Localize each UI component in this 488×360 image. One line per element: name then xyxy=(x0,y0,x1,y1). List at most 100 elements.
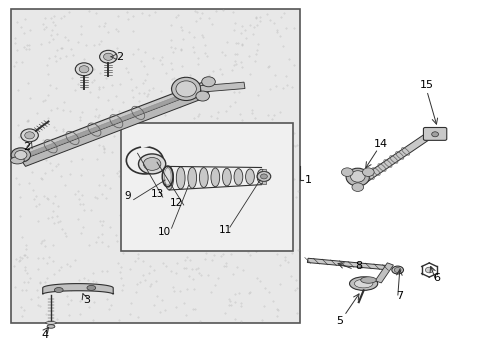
Point xyxy=(75,196,82,202)
Point xyxy=(264,63,272,68)
Text: 4: 4 xyxy=(41,330,49,341)
Point xyxy=(161,105,169,111)
Point xyxy=(51,22,59,28)
Point xyxy=(88,270,96,275)
Ellipse shape xyxy=(47,325,55,328)
Point xyxy=(66,108,74,114)
Point xyxy=(145,87,153,93)
Point xyxy=(91,113,99,119)
Point xyxy=(281,257,288,262)
Point xyxy=(87,284,95,289)
Point xyxy=(141,278,148,283)
Point xyxy=(170,142,178,148)
Point xyxy=(251,58,259,64)
Circle shape xyxy=(21,129,38,142)
Point xyxy=(263,11,270,17)
Point xyxy=(99,222,106,228)
Point xyxy=(61,53,69,59)
Point xyxy=(229,234,237,240)
Point xyxy=(65,312,73,318)
Point xyxy=(102,297,110,302)
Point xyxy=(146,264,154,269)
Point xyxy=(132,289,140,294)
Point xyxy=(213,194,221,200)
Point xyxy=(142,152,150,158)
Point xyxy=(166,60,174,66)
Point xyxy=(177,78,185,84)
Point xyxy=(90,66,98,72)
Point xyxy=(258,318,265,323)
Point xyxy=(28,150,36,156)
Point xyxy=(273,251,281,257)
Point xyxy=(41,98,49,103)
Point xyxy=(223,149,230,154)
Point xyxy=(139,258,146,264)
Point xyxy=(14,122,21,127)
Point xyxy=(149,168,157,174)
Point xyxy=(149,55,157,61)
Point xyxy=(103,29,111,35)
Point xyxy=(76,311,83,316)
Point xyxy=(256,278,264,284)
Point xyxy=(270,112,278,118)
Point xyxy=(232,138,240,143)
Point xyxy=(84,71,92,77)
Point xyxy=(288,142,296,148)
Point xyxy=(243,128,251,134)
Point xyxy=(256,217,264,222)
Point xyxy=(26,275,34,280)
Point xyxy=(218,49,225,54)
Text: 11: 11 xyxy=(218,225,231,235)
Point xyxy=(57,45,64,51)
Point xyxy=(239,267,247,273)
Point xyxy=(177,166,185,171)
Point xyxy=(108,290,116,296)
Ellipse shape xyxy=(360,277,375,283)
Point xyxy=(53,316,61,322)
Point xyxy=(19,313,26,319)
Point xyxy=(292,143,300,148)
Point xyxy=(95,182,102,188)
Point xyxy=(195,146,203,152)
Point xyxy=(142,212,150,217)
Point xyxy=(19,287,26,293)
Point xyxy=(99,84,107,90)
Point xyxy=(140,63,147,69)
Point xyxy=(100,219,107,224)
Point xyxy=(81,56,88,62)
Point xyxy=(95,86,103,91)
Point xyxy=(122,65,129,71)
Point xyxy=(77,31,84,37)
Point xyxy=(132,224,140,229)
Point xyxy=(231,221,239,226)
Text: 10: 10 xyxy=(158,227,170,237)
Ellipse shape xyxy=(176,81,196,97)
Point xyxy=(210,164,218,170)
Point xyxy=(232,175,240,181)
Point xyxy=(167,22,175,28)
Point xyxy=(121,186,129,192)
Point xyxy=(29,187,37,193)
Point xyxy=(134,314,142,320)
Point xyxy=(253,275,261,281)
Point xyxy=(248,31,256,37)
Point xyxy=(165,201,173,206)
Circle shape xyxy=(196,91,209,101)
Point xyxy=(177,90,184,95)
Point xyxy=(285,176,293,181)
Point xyxy=(253,164,261,170)
Point xyxy=(256,18,264,24)
Point xyxy=(290,287,298,293)
Point xyxy=(74,39,82,45)
Point xyxy=(108,82,116,88)
Point xyxy=(202,219,210,225)
Point xyxy=(247,107,255,113)
Point xyxy=(77,23,85,29)
Point xyxy=(98,239,105,245)
Point xyxy=(155,197,163,203)
Point xyxy=(272,203,280,208)
Point xyxy=(293,310,301,316)
Point xyxy=(264,289,272,295)
Point xyxy=(172,178,180,184)
Point xyxy=(207,22,215,27)
